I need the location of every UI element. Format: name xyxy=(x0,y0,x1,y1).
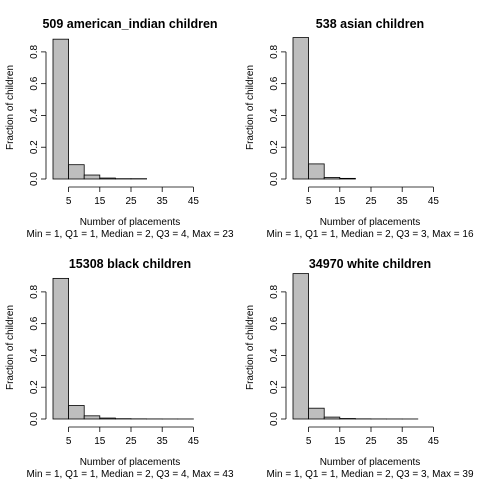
histogram-bar xyxy=(292,37,309,180)
y-axis-label: Fraction of children xyxy=(245,305,256,390)
panel-3: 15308 black children 0.0 0.2 0.4 0.6 0.8 5 15 25… xyxy=(5,257,234,480)
x-tick-label: 25 xyxy=(125,436,137,447)
summary-stats: Min = 1, Q1 = 1, Median = 2, Q3 = 4, Max… xyxy=(26,469,233,480)
x-tick-label: 15 xyxy=(94,436,106,447)
y-tick-label: 0.2 xyxy=(269,140,280,154)
histogram-bar xyxy=(308,407,325,420)
summary-stats: Min = 1, Q1 = 1, Median = 2, Q3 = 4, Max… xyxy=(26,229,233,240)
y-tick-label: 0.8 xyxy=(269,45,280,59)
y-tick-label: 0.4 xyxy=(269,348,280,362)
y-tick-label: 0.2 xyxy=(29,140,40,154)
x-tick-label: 45 xyxy=(188,436,200,447)
panel-1: 509 american_indian children 0.0 0.2 0.4 0.6… xyxy=(5,17,234,240)
y-tick-label: 0.0 xyxy=(269,412,280,426)
histogram-bar xyxy=(99,177,116,180)
y-tick-label: 0.0 xyxy=(29,412,40,426)
y-tick-label: 0.8 xyxy=(29,285,40,299)
x-tick-label: 5 xyxy=(66,436,72,447)
chart-title: 34970 white children xyxy=(309,257,431,271)
y-tick-label: 0.0 xyxy=(29,172,40,186)
histogram-bar xyxy=(68,405,85,420)
panel-2: 538 asian children 0.0 0.2 0.4 0.6 0.8 5 15 25 35… xyxy=(245,17,474,240)
histogram-bar xyxy=(83,174,101,180)
y-tick-label: 0.6 xyxy=(269,76,280,90)
histogram-bar xyxy=(83,415,101,420)
x-tick-label: 45 xyxy=(428,196,440,207)
x-axis-label: Number of placements xyxy=(320,217,421,228)
x-tick-label: 45 xyxy=(188,196,200,207)
x-tick-label: 45 xyxy=(428,436,440,447)
y-tick-label: 0.6 xyxy=(269,316,280,330)
y-axis-label: Fraction of children xyxy=(5,305,16,390)
chart-title: 538 asian children xyxy=(316,17,424,31)
chart-title: 509 american_indian children xyxy=(42,17,217,31)
x-axis-label: Number of placements xyxy=(80,457,181,468)
x-tick-label: 15 xyxy=(334,196,346,207)
y-tick-label: 0.4 xyxy=(29,108,40,122)
x-tick-label: 35 xyxy=(157,436,169,447)
y-tick-label: 0.6 xyxy=(29,76,40,90)
x-tick-label: 25 xyxy=(365,436,377,447)
y-tick-label: 0.0 xyxy=(269,172,280,186)
summary-stats: Min = 1, Q1 = 1, Median = 2, Q3 = 3, Max… xyxy=(266,469,473,480)
y-tick-label: 0.8 xyxy=(269,285,280,299)
x-tick-label: 25 xyxy=(125,196,137,207)
x-tick-label: 15 xyxy=(334,436,346,447)
y-tick-label: 0.2 xyxy=(29,380,40,394)
x-tick-label: 35 xyxy=(397,196,409,207)
panel-4: 34970 white children 0.0 0.2 0.4 0.6 0.8 5 15 25… xyxy=(245,257,474,480)
histogram-bar xyxy=(323,416,341,420)
x-tick-label: 5 xyxy=(306,196,312,207)
x-tick-label: 25 xyxy=(365,196,377,207)
x-tick-label: 35 xyxy=(157,196,169,207)
y-tick-label: 0.8 xyxy=(29,45,40,59)
y-axis-label: Fraction of children xyxy=(245,65,256,150)
y-tick-label: 0.6 xyxy=(29,316,40,330)
histogram-bar xyxy=(52,277,69,420)
histogram-bar xyxy=(292,273,309,420)
x-tick-label: 5 xyxy=(306,436,312,447)
x-tick-label: 35 xyxy=(397,436,409,447)
y-tick-label: 0.4 xyxy=(269,108,280,122)
x-tick-label: 15 xyxy=(94,196,106,207)
y-tick-label: 0.2 xyxy=(269,380,280,394)
histogram-bar xyxy=(99,417,116,420)
histogram-bar xyxy=(339,177,356,180)
summary-stats: Min = 1, Q1 = 1, Median = 2, Q3 = 3, Max… xyxy=(266,229,473,240)
histogram-bar xyxy=(308,163,325,180)
histogram-bar xyxy=(52,38,69,180)
chart-title: 15308 black children xyxy=(69,257,191,271)
y-tick-label: 0.4 xyxy=(29,348,40,362)
histogram-bar xyxy=(323,177,341,180)
x-axis-label: Number of placements xyxy=(320,457,421,468)
histogram-bar xyxy=(68,164,85,180)
x-axis-label: Number of placements xyxy=(80,217,181,228)
y-axis-label: Fraction of children xyxy=(5,65,16,150)
x-tick-label: 5 xyxy=(66,196,72,207)
